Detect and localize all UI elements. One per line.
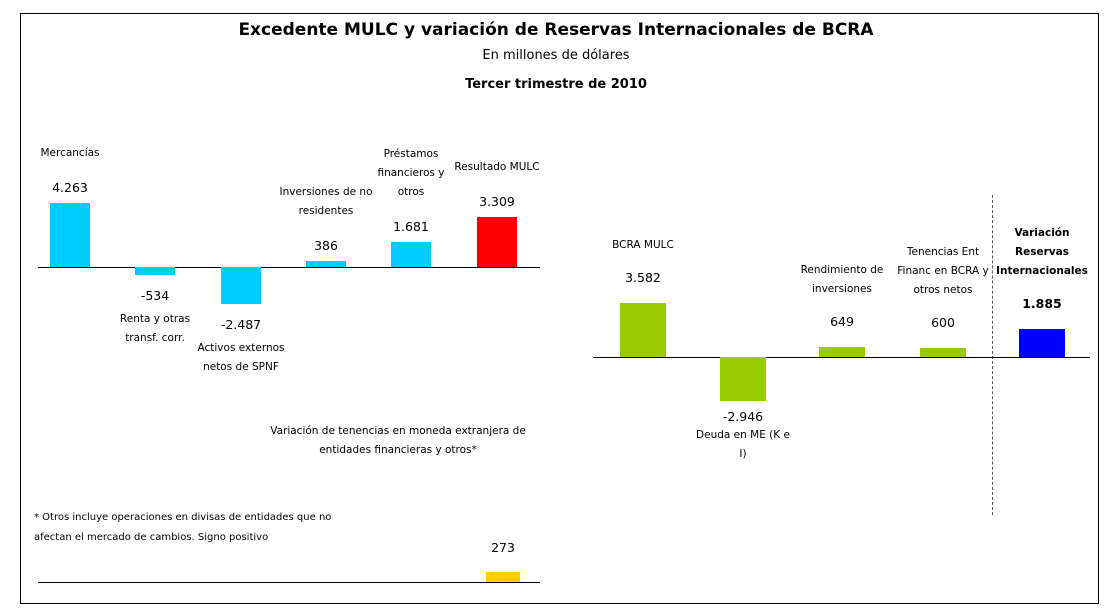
footnote: * Otros incluye operaciones en divisas d… <box>34 512 332 543</box>
bar <box>50 203 90 267</box>
value-label: 273 <box>491 540 515 556</box>
category-label: Tenencias Ent Financ en BCRA y otros net… <box>897 245 989 296</box>
bar <box>221 267 261 305</box>
frame <box>20 13 1099 604</box>
bar <box>720 357 766 402</box>
value-label: -2.487 <box>220 317 262 333</box>
category-label: Deuda en ME (K e I) <box>696 429 790 461</box>
value-label: 600 <box>931 314 955 330</box>
bar <box>920 347 966 357</box>
bar <box>486 572 520 582</box>
value-label: 386 <box>314 238 338 254</box>
category-label: BCRA MULC <box>612 238 674 251</box>
category-label: Renta y otras transf. corr. <box>119 313 191 344</box>
value-label: 1.681 <box>393 218 429 234</box>
value-label: -2.946 <box>722 409 764 425</box>
value-label: 3.309 <box>479 194 515 210</box>
value-label: 3.582 <box>625 269 661 285</box>
category-label: Resultado MULC <box>454 161 540 174</box>
bar <box>819 347 865 357</box>
value-label: 1.885 <box>1022 295 1062 311</box>
category-label: Préstamos financieros y otros <box>377 147 445 198</box>
value-label: -534 <box>140 288 170 303</box>
category-label: Variación Reservas Internacionales <box>996 226 1088 277</box>
category-label: Rendimiento de inversiones <box>800 264 884 296</box>
value-label: 4.263 <box>52 180 88 196</box>
baseline <box>38 267 540 268</box>
bar <box>306 261 346 267</box>
period: Tercer trimestre de 2010 <box>465 77 647 92</box>
value-label: 649 <box>830 314 854 330</box>
bar <box>135 267 175 275</box>
bar <box>1019 328 1065 357</box>
category-label: Activos externos netos de SPNF <box>197 342 285 374</box>
category-label: Inversiones de no residentes <box>279 186 373 218</box>
baseline <box>593 357 1090 358</box>
bar <box>620 302 666 357</box>
title: Excedente MULC y variación de Reservas I… <box>238 20 874 40</box>
divider <box>992 195 993 515</box>
bar <box>477 217 517 267</box>
subtitle: En millones de dólares <box>482 48 630 63</box>
baseline <box>38 582 540 583</box>
category-label: Variación de tenencias en moneda extranj… <box>270 425 526 457</box>
bar <box>391 241 431 267</box>
category-label: Mercancías <box>40 147 100 160</box>
